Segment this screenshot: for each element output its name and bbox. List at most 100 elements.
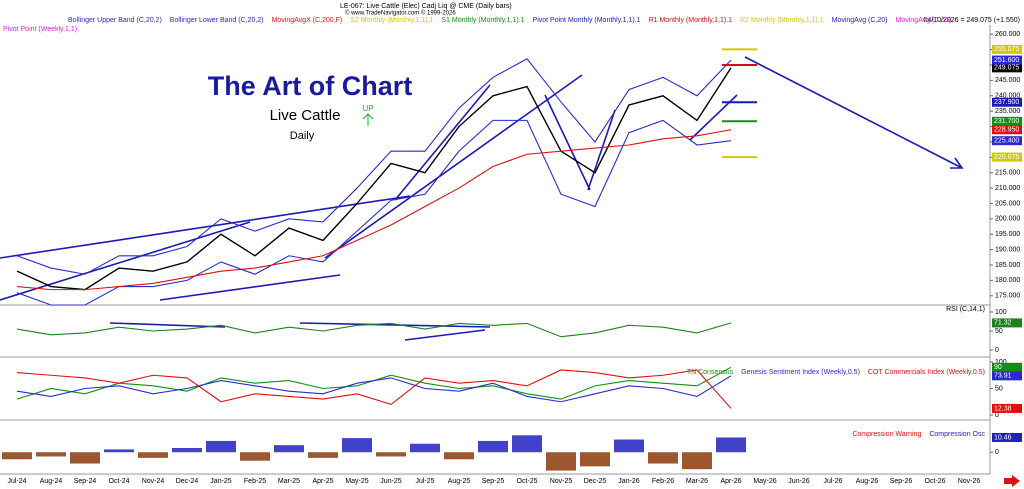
series-line <box>16 375 732 403</box>
series-line <box>16 322 732 338</box>
value-tag: 249.075 <box>992 63 1022 73</box>
legend-entry: R1 Monthly (Monthly,1,1).1 <box>649 17 733 24</box>
osc-bar <box>614 439 644 453</box>
y-tick-label: 240.000 <box>995 93 1020 100</box>
y-tick-label: 175.000 <box>995 293 1020 300</box>
value-tag-label: 71.32 <box>994 320 1012 327</box>
x-tick-label: Sep-24 <box>74 478 97 485</box>
value-tag-label: 90 <box>994 364 1002 371</box>
series-line <box>16 369 732 409</box>
legend-entry: MovingAvg (C,50) <box>896 17 952 24</box>
x-tick-label: Oct-25 <box>516 478 537 485</box>
value-tag-label: 10.46 <box>994 434 1012 441</box>
osc-bar <box>648 452 678 464</box>
value-tag-box <box>992 403 1022 413</box>
x-tick-label: Dec-25 <box>584 478 607 485</box>
value-tag-box <box>992 63 1022 73</box>
rsi-trend-line <box>404 329 486 341</box>
trend-line <box>324 74 583 259</box>
up-arrow <box>362 113 374 126</box>
y-tick-label: 200.000 <box>995 216 1020 223</box>
y-tick-label: 0 <box>995 412 999 419</box>
x-tick-label: Dec-24 <box>176 478 199 485</box>
value-tag: 73.91 <box>992 371 1022 381</box>
value-tag-label: 237.900 <box>994 99 1019 106</box>
x-tick-label: Apr-25 <box>312 478 333 485</box>
y-tick-label: 50 <box>995 385 1003 392</box>
x-tick-label: Jul-26 <box>823 478 842 485</box>
value-tag-label: 228.950 <box>994 127 1019 134</box>
x-tick-label: Oct-26 <box>924 478 945 485</box>
legend-entry: Bollinger Upper Band (C,20,2) <box>68 17 162 24</box>
osc-bar <box>546 452 576 471</box>
y-tick-label: 50 <box>995 328 1003 335</box>
x-tick-label: Sep-26 <box>890 478 913 485</box>
legend-entry: MovingAvgX (C,200,F) <box>272 17 343 24</box>
y-tick-label: 185.000 <box>995 262 1020 269</box>
osc-bar <box>512 435 542 453</box>
y-tick-label: 210.000 <box>995 185 1020 192</box>
value-tag-box <box>992 318 1022 328</box>
y-tick-label: 245.000 <box>995 77 1020 84</box>
osc-bar <box>240 452 270 461</box>
trend-line <box>159 274 341 301</box>
y-tick-label: 100 <box>995 359 1007 366</box>
osc-bar <box>342 438 372 453</box>
period: Daily <box>290 130 315 142</box>
x-tick-label: Feb-25 <box>244 478 266 485</box>
osc-bar <box>172 448 202 453</box>
osc-bar <box>444 452 474 460</box>
osc-bar <box>308 452 338 458</box>
value-tag-label: 249.075 <box>994 65 1019 72</box>
x-tick-label: Feb-26 <box>652 478 674 485</box>
value-tag-box <box>992 152 1022 162</box>
osc-bar <box>36 452 66 457</box>
trend-line <box>587 109 616 191</box>
value-tag-box <box>992 432 1022 442</box>
value-tag-box <box>992 97 1022 107</box>
y-tick-label: 100 <box>995 309 1007 316</box>
series-line <box>16 67 732 291</box>
x-tick-label: Sep-25 <box>482 478 505 485</box>
legend-entry: TN Consensus <box>687 369 734 376</box>
x-tick-label: Aug-24 <box>40 478 63 485</box>
signal: UP <box>362 104 373 113</box>
value-tag-box <box>992 125 1022 135</box>
x-tick-label: Jan-26 <box>618 478 640 485</box>
trend-line <box>0 195 411 259</box>
value-tag-label: 220.075 <box>994 154 1019 161</box>
y-tick-label: 235.000 <box>995 108 1020 115</box>
y-tick-label: 195.000 <box>995 231 1020 238</box>
x-tick-label: Aug-26 <box>856 478 879 485</box>
osc-bar <box>2 452 32 460</box>
last-quote: 04/10/2026 = 249.075 (+1.550) <box>923 17 1020 24</box>
osc-bar <box>104 449 134 453</box>
legend-entry: S2 Monthly (Monthly,1,1).1 <box>350 17 433 24</box>
osc-bar <box>410 443 440 453</box>
legend-entry: Pivot Point Monthly (Monthly,1,1).1 <box>533 17 641 24</box>
rsi-trend-line <box>299 322 491 328</box>
y-tick-label: 0 <box>995 449 999 456</box>
x-tick-label: Nov-25 <box>550 478 573 485</box>
value-tag: 220.075 <box>992 152 1022 162</box>
nav-arrow[interactable] <box>1004 475 1020 487</box>
osc-bar <box>478 440 508 453</box>
value-tag: 10.46 <box>992 432 1022 442</box>
x-tick-label: Mar-25 <box>278 478 300 485</box>
value-tag: 225.400 <box>992 136 1022 146</box>
value-tag-label: 73.91 <box>994 373 1012 380</box>
value-tag: 12.38 <box>992 403 1022 413</box>
headline: The Art of Chart <box>208 71 413 101</box>
x-tick-label: Nov-26 <box>958 478 981 485</box>
x-tick-label: Jul-25 <box>415 478 434 485</box>
x-tick-label: Jun-26 <box>788 478 810 485</box>
value-tag-label: 251.600 <box>994 57 1019 64</box>
osc-bar <box>70 452 100 464</box>
value-tag-box <box>992 44 1022 54</box>
legend-entry: Pivot Point (Weekly,1,1) <box>3 26 77 33</box>
y-tick-label: 215.000 <box>995 170 1020 177</box>
value-tag: 90 <box>992 362 1022 372</box>
osc-bar <box>716 437 746 453</box>
legend-entry: MovingAvg (C,20) <box>832 17 888 24</box>
